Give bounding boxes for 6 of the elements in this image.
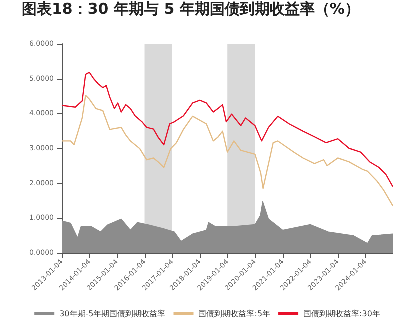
legend-label: 国债到期收益率:30年 bbox=[304, 310, 380, 318]
line-series bbox=[61, 72, 394, 188]
chart-title: 图表18：30 年期与 5 年期国债到期收益率（%） bbox=[21, 0, 361, 20]
legend-label: 30年期-5年期国债到期收益率 bbox=[60, 310, 166, 318]
line-series bbox=[61, 94, 394, 207]
legend-label: 国债到期收益率:5年 bbox=[198, 310, 271, 318]
